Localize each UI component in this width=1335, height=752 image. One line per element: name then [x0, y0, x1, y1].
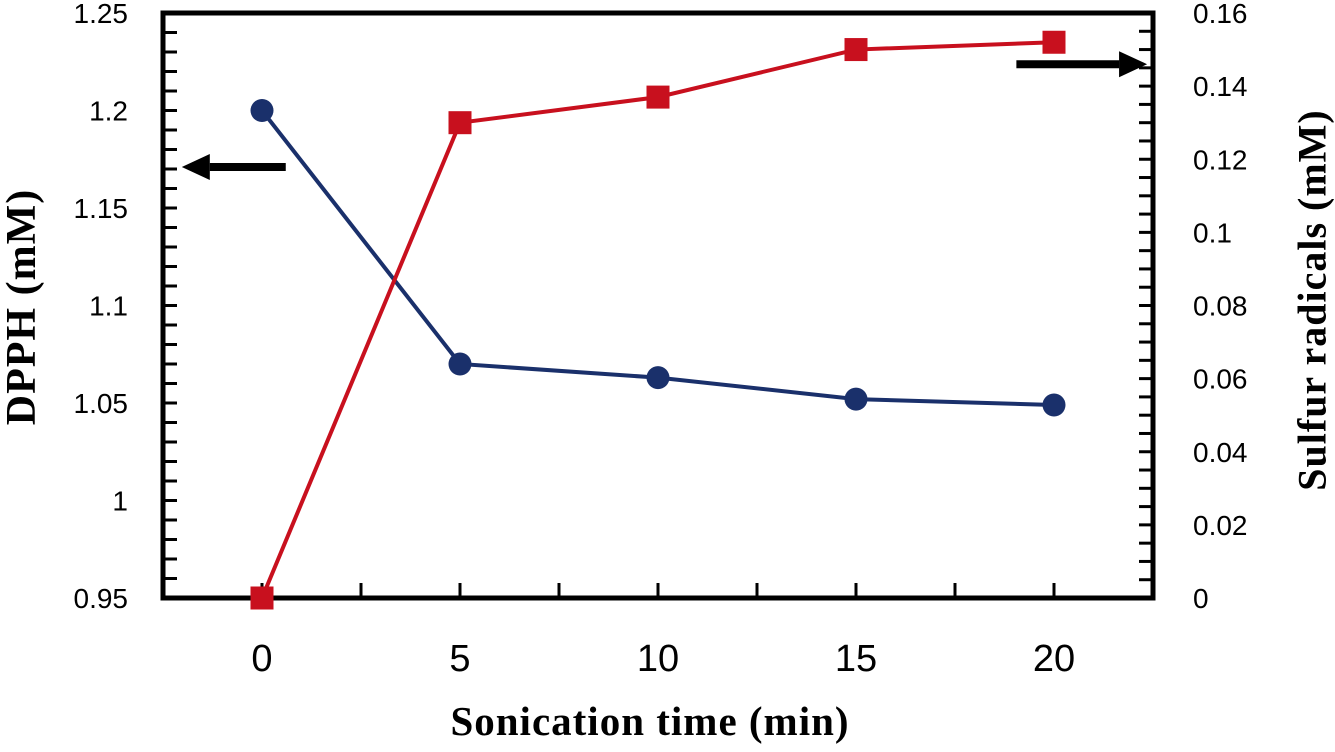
right-axis-tick-label: 0 — [1193, 583, 1209, 614]
dpph-data-point — [250, 99, 274, 122]
x-axis-tick-label: 5 — [449, 638, 470, 680]
sulfur-radicals-data-point — [646, 85, 670, 109]
left-axis-tick-label: 1.25 — [74, 0, 129, 29]
right-axis-tick-label: 0.12 — [1193, 144, 1248, 175]
x-axis-title: Sonication time (min) — [450, 698, 850, 744]
dpph-series-line — [260, 109, 1055, 407]
left-axis-arrow-head — [181, 154, 210, 181]
right-axis-tick-label: 0.16 — [1193, 0, 1248, 29]
dpph-data-point — [844, 387, 868, 411]
right-axis-tick-label: 0.08 — [1193, 291, 1248, 322]
sulfur-radicals-series-line — [260, 40, 1055, 599]
right-axis-tick-label: 0.14 — [1193, 71, 1248, 102]
x-axis-tick-label: 10 — [637, 638, 679, 680]
left-axis-tick-label: 1.15 — [74, 193, 129, 224]
dpph-data-point — [1042, 393, 1066, 417]
left-axis-tick-label: 0.95 — [74, 583, 129, 614]
left-axis-title: DPPH (mM) — [0, 188, 45, 426]
sulfur-radicals-data-point — [1042, 30, 1066, 54]
right-axis-arrow-head — [1119, 51, 1148, 78]
right-axis-title: Sulfur radicals (mM) — [1289, 109, 1335, 491]
left-axis-tick-label: 1 — [112, 486, 128, 517]
dpph-data-point — [448, 352, 472, 376]
left-axis-tick-label: 1.2 — [89, 96, 128, 127]
sulfur-radicals-data-point — [448, 111, 472, 135]
sulfur-radicals-data-point — [844, 38, 868, 62]
dpph-data-point — [646, 366, 670, 390]
x-axis-tick-label: 15 — [835, 638, 877, 680]
right-axis-tick-label: 0.06 — [1193, 364, 1248, 395]
right-axis-tick-label: 0.02 — [1193, 510, 1248, 541]
sulfur-radicals-data-point — [250, 586, 274, 610]
right-axis-tick-label: 0.1 — [1193, 217, 1232, 248]
x-axis-tick-label: 0 — [251, 638, 272, 680]
x-axis-tick-label: 20 — [1033, 638, 1075, 680]
right-axis-tick-label: 0.04 — [1193, 437, 1248, 468]
plot-frame — [160, 10, 1156, 601]
left-axis-tick-label: 1.1 — [89, 291, 128, 322]
left-axis-tick-label: 1.05 — [74, 388, 129, 419]
